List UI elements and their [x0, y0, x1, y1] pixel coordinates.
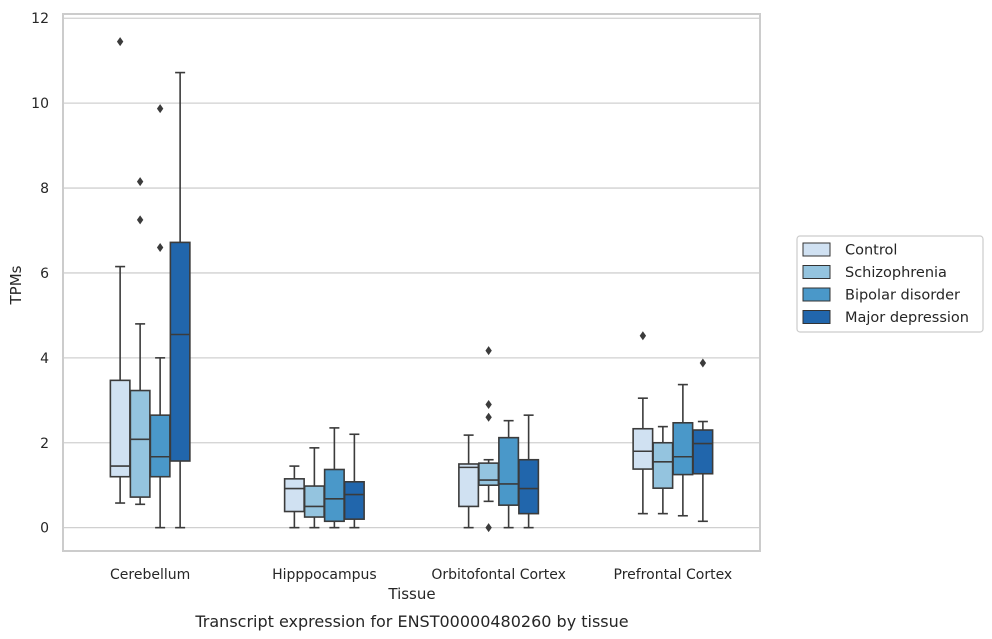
box-iqr — [169, 241, 191, 462]
box-schizophrenia — [478, 346, 500, 533]
box-iqr — [692, 429, 714, 475]
outlier-point — [156, 242, 164, 252]
box-iqr — [498, 436, 520, 506]
outlier-point — [136, 177, 144, 187]
box-iqr — [109, 379, 131, 478]
y-tick-label: 0 — [40, 521, 49, 537]
box-bipolar-disorder — [672, 383, 694, 517]
box-bipolar-disorder — [498, 419, 520, 529]
box-iqr — [129, 389, 151, 498]
box-iqr — [518, 458, 540, 515]
legend: Control Schizophrenia Bipolar disorder Majo… — [796, 235, 984, 333]
box-iqr — [303, 485, 325, 518]
plot-frame — [62, 13, 761, 552]
legend-label: Schizophrenia — [845, 265, 947, 281]
box-control — [109, 37, 131, 504]
legend-swatch — [802, 265, 831, 279]
box-series — [109, 37, 714, 533]
box-iqr — [458, 463, 480, 508]
x-axis-label: Tissue — [387, 585, 435, 603]
box-major-depression — [692, 358, 714, 523]
y-tick-labels: 0 2 4 6 8 10 12 — [31, 11, 49, 536]
y-tick-label: 12 — [31, 11, 49, 27]
box-iqr — [478, 462, 500, 487]
legend-label: Major depression — [845, 310, 969, 326]
outlier-point — [136, 215, 144, 225]
box-schizophrenia — [303, 447, 325, 529]
box-major-depression — [169, 71, 191, 529]
box-iqr — [283, 478, 305, 513]
box-major-depression — [518, 414, 540, 529]
outlier-point — [485, 523, 492, 533]
box-iqr — [672, 421, 694, 476]
legend-swatch — [802, 310, 831, 324]
x-tick-label: Cerebellum — [110, 567, 190, 583]
outlier-point — [156, 104, 164, 114]
box-schizophrenia — [652, 425, 674, 515]
outlier-point — [485, 400, 492, 410]
y-axis-label: TPMs — [7, 265, 25, 305]
box-bipolar-disorder — [149, 104, 171, 529]
x-tick-label: Prefrontal Cortex — [614, 567, 733, 583]
box-schizophrenia — [129, 177, 151, 506]
legend-label: Bipolar disorder — [845, 288, 960, 304]
box-iqr — [149, 414, 171, 478]
legend-swatch — [802, 242, 831, 257]
box-iqr — [323, 468, 345, 523]
box-control — [458, 434, 480, 529]
outlier-point — [116, 37, 124, 47]
box-control — [283, 465, 305, 529]
outlier-point — [485, 346, 492, 356]
legend-label: Control — [845, 243, 897, 259]
x-tick-labels: Cerebellum Hipppocampus Orbitofontal Corte… — [110, 567, 732, 583]
y-tick-label: 4 — [40, 351, 49, 367]
outlier-point — [485, 412, 492, 422]
chart-title: Transcript expression for ENST0000048026… — [194, 612, 628, 631]
box-iqr — [632, 427, 654, 470]
outlier-point — [639, 331, 647, 341]
box-major-depression — [343, 433, 365, 529]
box-iqr — [652, 441, 674, 489]
legend-frame — [796, 235, 984, 333]
box-control — [632, 331, 654, 515]
x-tick-label: Orbitofontal Cortex — [431, 567, 566, 583]
outlier-point — [699, 358, 707, 368]
y-tick-label: 8 — [40, 181, 49, 197]
y-tick-label: 2 — [40, 436, 49, 452]
x-tick-label: Hipppocampus — [272, 567, 377, 583]
legend-swatch — [802, 287, 831, 302]
box-iqr — [343, 481, 365, 520]
y-tick-label: 6 — [40, 266, 49, 282]
y-tick-label: 10 — [31, 96, 49, 112]
